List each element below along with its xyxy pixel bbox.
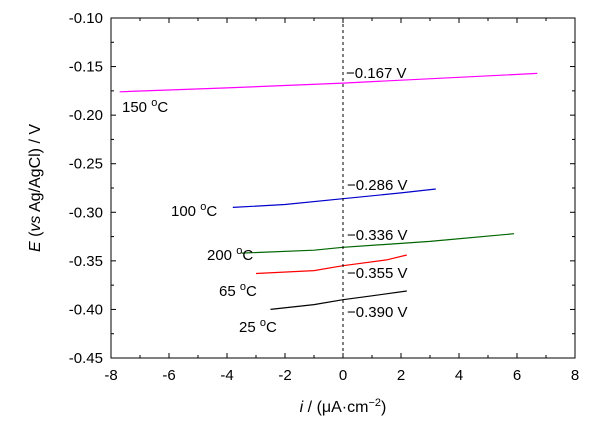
y-axis-open-paren: ( <box>27 231 44 241</box>
y-tick-label: -0.20 <box>69 107 103 124</box>
potential-label: −0.336 V <box>347 227 407 244</box>
potential-label: −0.167 V <box>346 65 406 82</box>
potential-label: −0.355 V <box>347 265 407 282</box>
y-tick-label: -0.25 <box>69 156 103 173</box>
degree-symbol: o <box>236 245 242 257</box>
y-axis-vs: vs <box>27 216 44 232</box>
temperature-value: 150 <box>122 99 151 116</box>
series-line <box>270 290 407 310</box>
potential-label: −0.286 V <box>347 177 407 194</box>
degree-symbol: o <box>260 317 266 329</box>
x-axis-title: i / (μA·cm−2) <box>300 397 387 416</box>
ticks-layer: -8 -6 -4 -2 0 2 4 6 8 -0.10 -0.15 -0.20 -0.25 -0.30 -0… <box>69 10 579 384</box>
temperature-value: 65 <box>219 283 240 300</box>
y-axis-variable: E <box>27 241 44 252</box>
temperature-unit: C <box>242 247 253 264</box>
series-line <box>119 72 538 93</box>
temperature-value: 100 <box>171 203 200 220</box>
x-tick-label: -2 <box>278 367 291 384</box>
y-tick-label: -0.30 <box>69 204 103 221</box>
x-tick-label: 4 <box>455 367 463 384</box>
y-axis-unit: Ag/AgCl) / V <box>27 124 44 216</box>
x-tick-label: -6 <box>162 367 175 384</box>
x-tick-label: 2 <box>397 367 405 384</box>
temperature-label: 150 oC <box>122 97 168 116</box>
degree-symbol: o <box>200 201 206 213</box>
temperature-label: 100 oC <box>171 201 217 220</box>
x-axis-unit-exponent: −2 <box>368 397 381 409</box>
y-axis-title: E (vs Ag/AgCl) / V <box>27 124 44 252</box>
y-tick-label: -0.35 <box>69 253 103 270</box>
temperature-label: 65 oC <box>219 281 257 300</box>
temperature-unit: C <box>266 319 277 336</box>
x-tick-label: 0 <box>339 367 347 384</box>
temperature-unit: C <box>206 203 217 220</box>
temperature-value: 200 <box>207 247 236 264</box>
temperature-label: 200 oC <box>207 245 253 264</box>
temperature-label: 25 oC <box>239 317 277 336</box>
x-tick-label: -8 <box>104 367 117 384</box>
y-tick-label: -0.15 <box>69 59 103 76</box>
potential-label: −0.390 V <box>347 304 407 321</box>
degree-symbol: o <box>151 97 157 109</box>
temperature-unit: C <box>157 99 168 116</box>
temperature-unit: C <box>246 283 257 300</box>
y-tick-label: -0.45 <box>69 350 103 367</box>
x-axis-close-paren: ) <box>381 399 386 416</box>
x-tick-label: 6 <box>513 367 521 384</box>
x-tick-label: -4 <box>220 367 233 384</box>
degree-symbol: o <box>240 281 246 293</box>
series-layer <box>119 72 538 310</box>
x-axis-unit: / (μA·cm <box>303 399 368 416</box>
x-axis-variable: i <box>300 399 304 416</box>
temperature-value: 25 <box>239 319 260 336</box>
x-tick-label: 8 <box>571 367 579 384</box>
y-tick-label: -0.10 <box>69 10 103 27</box>
y-tick-label: -0.40 <box>69 301 103 318</box>
